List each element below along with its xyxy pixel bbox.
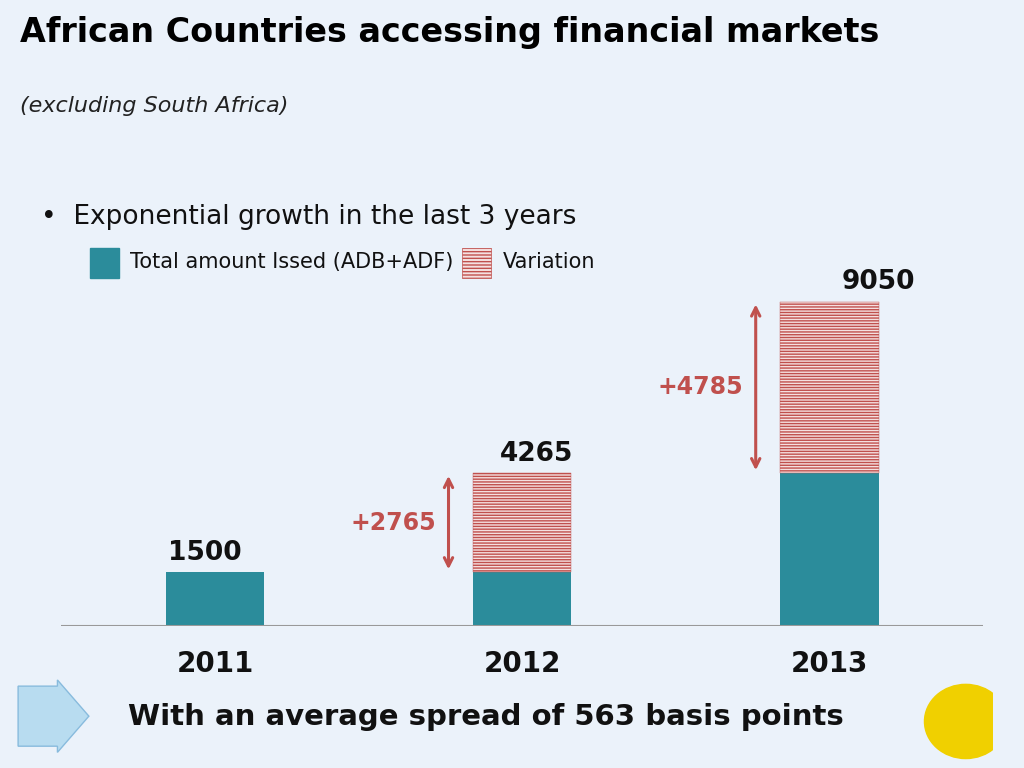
Bar [90, 248, 119, 278]
FancyArrow shape [18, 680, 89, 753]
Text: With an average spread of 563 basis points: With an average spread of 563 basis poin… [128, 703, 844, 731]
Text: 2011: 2011 [176, 650, 254, 678]
Text: 1500: 1500 [168, 540, 242, 566]
Text: 2013: 2013 [791, 650, 868, 678]
Bar [166, 572, 264, 626]
Bar [780, 302, 879, 473]
Bar [473, 572, 571, 626]
Circle shape [925, 684, 1007, 759]
Text: 2012: 2012 [483, 650, 561, 678]
Bar [462, 248, 492, 278]
Bar [473, 473, 571, 572]
Text: Variation: Variation [503, 252, 595, 272]
Text: Total amount Issed (ADB+ADF): Total amount Issed (ADB+ADF) [130, 252, 454, 272]
Text: 9050: 9050 [842, 269, 915, 295]
Bar [780, 473, 879, 626]
Text: African Countries accessing financial markets: African Countries accessing financial ma… [20, 16, 880, 49]
Text: •  Exponential growth in the last 3 years: • Exponential growth in the last 3 years [41, 204, 577, 230]
Text: +4785: +4785 [657, 376, 743, 399]
Text: 4265: 4265 [501, 441, 573, 467]
Text: +2765: +2765 [350, 511, 436, 535]
Text: (excluding South Africa): (excluding South Africa) [20, 96, 289, 116]
